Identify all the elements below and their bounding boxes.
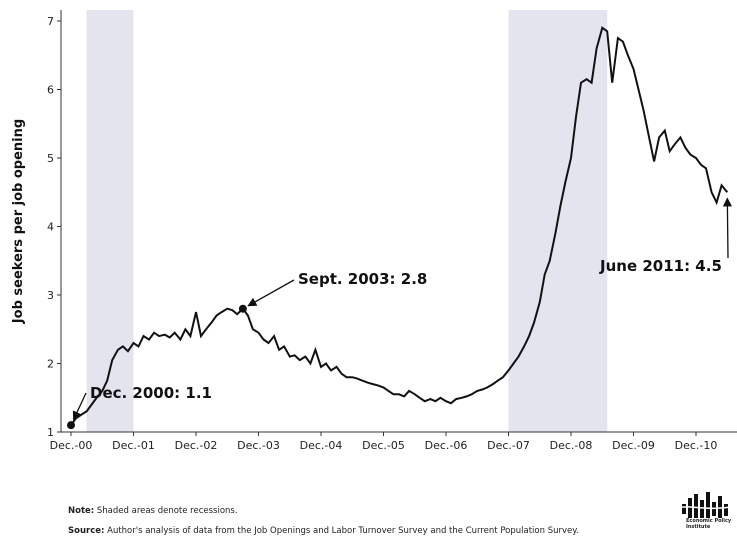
x-tick-label: Dec.-07 xyxy=(487,439,530,452)
x-ticks: Dec.-00 Dec.-01 Dec.-02 Dec.-03 Dec.-04 Dec.-… xyxy=(50,432,718,452)
y-ticks: 1 2 3 4 5 6 7 xyxy=(47,15,61,439)
annotation-label: Dec. 2000: 1.1 xyxy=(90,384,212,402)
logo-text: Economic Policy Institute xyxy=(686,518,732,530)
note-text: Shaded areas denote recessions. xyxy=(96,506,238,516)
x-tick-label: Dec.-00 xyxy=(50,439,93,452)
y-tick-label: 3 xyxy=(47,289,54,302)
x-tick-label: Dec.-03 xyxy=(237,439,280,452)
x-tick-label: Dec.-05 xyxy=(362,439,405,452)
x-tick-label: Dec.-06 xyxy=(425,439,468,452)
y-tick-label: 4 xyxy=(47,221,54,234)
note-label: Note: xyxy=(68,506,95,516)
source-text: Author's analysis of data from the Job O… xyxy=(107,526,579,536)
epi-logo xyxy=(676,490,737,545)
annotation-label: June 2011: 4.5 xyxy=(599,257,722,275)
source-label: Source: xyxy=(68,526,105,536)
annotation-2: June 2011: 4.5 xyxy=(599,197,732,275)
y-tick-label: 7 xyxy=(47,15,54,28)
x-tick-label: Dec.-01 xyxy=(112,439,155,452)
annotation-arrow xyxy=(722,197,732,259)
annotation-1: Sept. 2003: 2.8 xyxy=(238,270,427,313)
x-tick-label: Dec.-09 xyxy=(612,439,655,452)
annotations: Dec. 2000: 1.1 Sept. 2003: 2.8 June 2011: … xyxy=(67,197,732,430)
y-tick-label: 6 xyxy=(47,84,54,97)
annotation-arrow xyxy=(247,279,295,307)
y-tick-label: 5 xyxy=(47,152,54,165)
source: Source: Author's analysis of data from t… xyxy=(68,526,579,536)
x-tick-label: Dec.-10 xyxy=(675,439,718,452)
x-tick-label: Dec.-08 xyxy=(550,439,593,452)
note: Note: Shaded areas denote recessions. xyxy=(68,506,238,516)
annotation-arrow xyxy=(72,392,87,421)
annotation-point xyxy=(67,421,75,430)
y-axis-label: Job seekers per job opening xyxy=(11,119,26,324)
annotation-label: Sept. 2003: 2.8 xyxy=(298,270,427,288)
annotation-0: Dec. 2000: 1.1 xyxy=(67,384,212,430)
y-tick-label: 1 xyxy=(47,426,54,439)
y-tick-label: 2 xyxy=(47,358,54,371)
recession-band-0 xyxy=(86,10,134,432)
x-tick-label: Dec.-02 xyxy=(175,439,218,452)
recession-shading xyxy=(86,10,608,432)
series-line xyxy=(70,26,729,426)
logo-bars-icon xyxy=(677,492,737,518)
x-tick-label: Dec.-04 xyxy=(300,439,343,452)
annotation-point xyxy=(238,304,247,313)
